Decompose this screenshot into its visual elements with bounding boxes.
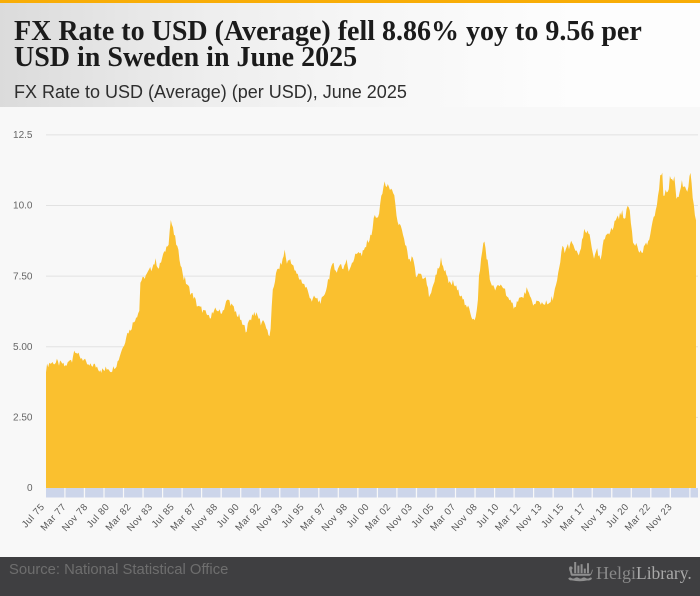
svg-text:5.00: 5.00 <box>13 342 33 353</box>
svg-text:7.50: 7.50 <box>13 271 33 282</box>
svg-text:10.0: 10.0 <box>13 201 33 212</box>
svg-text:12.5: 12.5 <box>13 130 33 141</box>
svg-text:0: 0 <box>27 483 33 494</box>
svg-text:2.50: 2.50 <box>13 413 33 424</box>
